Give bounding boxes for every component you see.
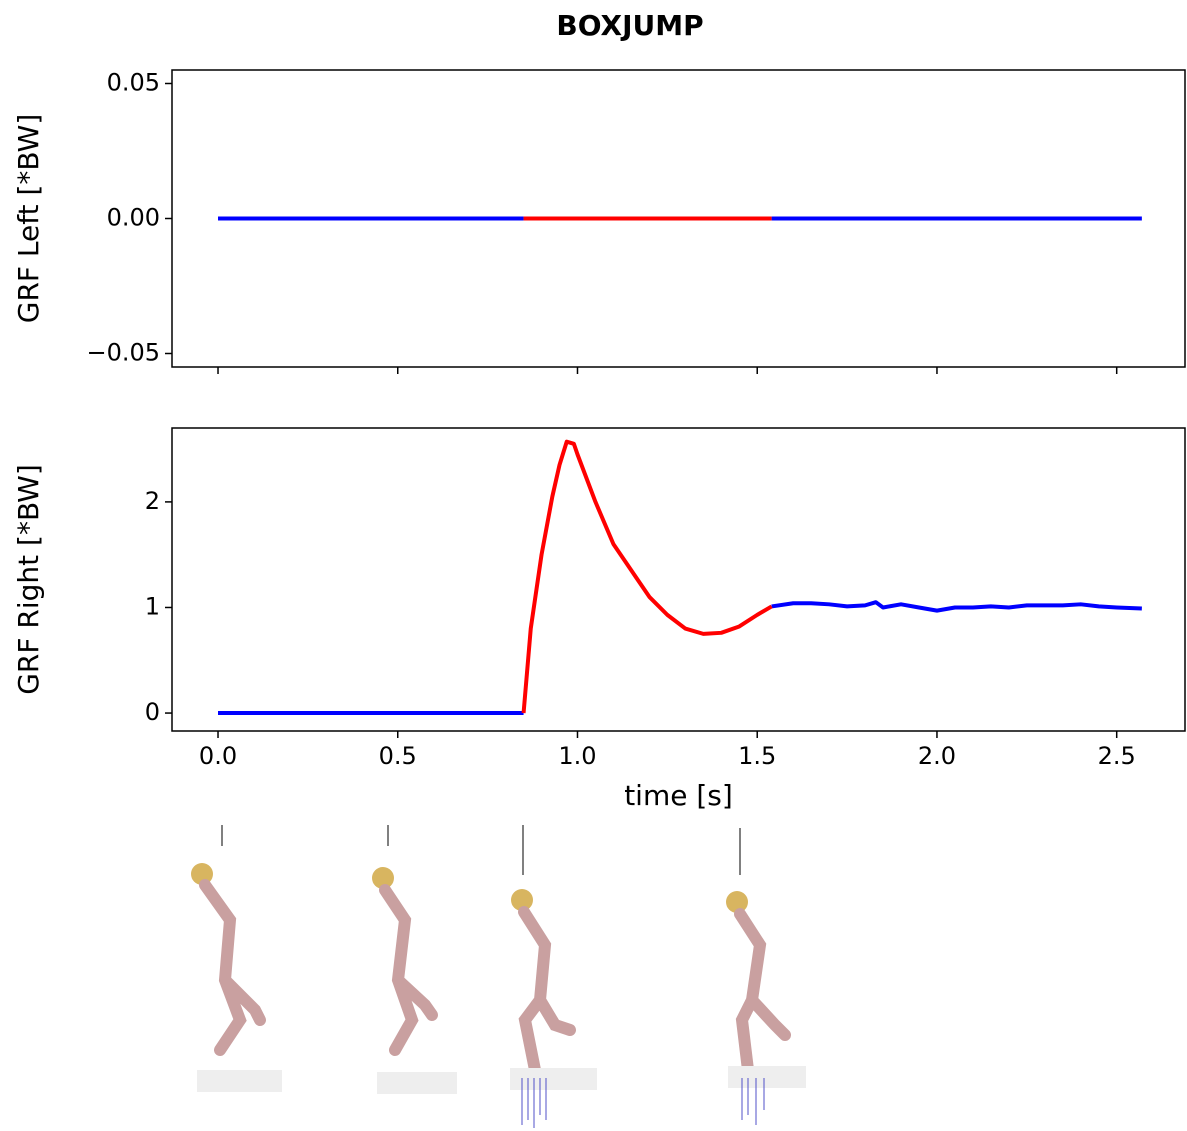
y-tick-label: 1 [145, 592, 160, 620]
data-line [218, 600, 1142, 716]
x-tick-label: 0.0 [199, 742, 237, 770]
y-tick-label: 0.05 [107, 69, 160, 97]
skeleton [510, 825, 597, 1128]
y-tick-label: −0.05 [86, 339, 160, 367]
x-tick-label: 2.5 [1098, 742, 1136, 770]
skeleton [372, 825, 457, 1094]
x-tick-label: 1.0 [558, 742, 596, 770]
plot-frame [171, 427, 1186, 732]
x-tick-label: 1.5 [738, 742, 776, 770]
skeleton [191, 825, 282, 1092]
figure-title: BOXJUMP [556, 9, 703, 42]
x-tick-label: 0.5 [379, 742, 417, 770]
y-tick-label: 0 [145, 698, 160, 726]
y-tick-label: 0.00 [107, 204, 160, 232]
y-axis-label: GRF Left [*BW] [12, 114, 45, 323]
y-tick-label: 2 [145, 487, 160, 515]
x-axis-label: time [s] [624, 779, 733, 812]
x-tick-label: 2.0 [918, 742, 956, 770]
skeleton-frames [191, 825, 806, 1128]
data-line [521, 439, 773, 714]
y-axis-label: GRF Right [*BW] [12, 464, 45, 695]
skeleton [726, 828, 806, 1125]
